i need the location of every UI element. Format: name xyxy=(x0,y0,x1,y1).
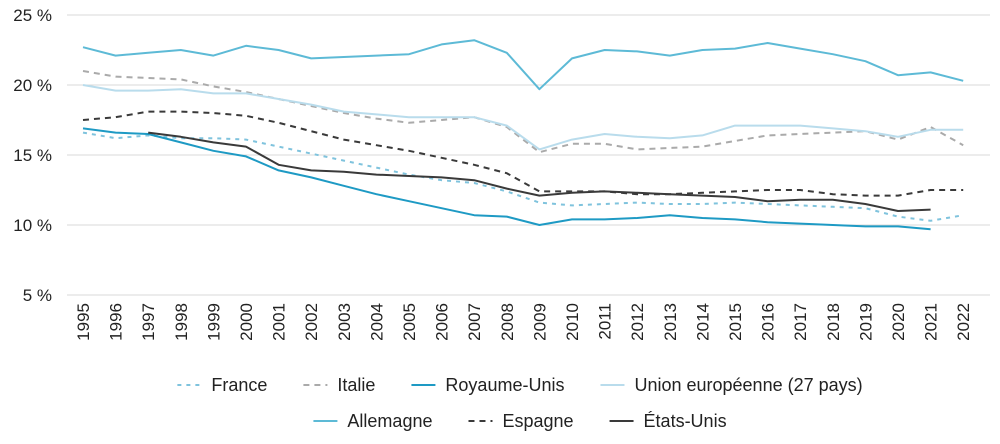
x-tick-label: 2001 xyxy=(270,303,289,341)
y-tick-label: 15 % xyxy=(13,146,52,165)
legend-label-espagne: Espagne xyxy=(502,411,573,431)
x-tick-label: 2002 xyxy=(302,303,321,341)
x-tick-label: 1998 xyxy=(172,303,191,341)
x-tick-label: 2009 xyxy=(530,303,549,341)
series-line-union-europeenne-27-pays xyxy=(82,84,964,151)
x-tick-label: 2000 xyxy=(237,303,256,341)
legend-label-royaume-unis: Royaume-Unis xyxy=(445,375,564,395)
x-tick-label: 2010 xyxy=(563,303,582,341)
x-tick-label: 2020 xyxy=(889,303,908,341)
x-tick-label: 2015 xyxy=(726,303,745,341)
x-tick-label: 2022 xyxy=(954,303,973,341)
x-tick-label: 2016 xyxy=(759,303,778,341)
legend-label-france: France xyxy=(211,375,267,395)
y-tick-label: 5 % xyxy=(23,286,52,305)
x-tick-label: 2018 xyxy=(824,303,843,341)
x-tick-label: 2012 xyxy=(628,303,647,341)
legend-label-allemagne: Allemagne xyxy=(347,411,432,431)
series-line-royaume-unis xyxy=(82,127,931,231)
x-tick-label: 1999 xyxy=(204,303,223,341)
legend-label-italie: Italie xyxy=(337,375,375,395)
x-tick-label: 2011 xyxy=(596,303,615,340)
x-tick-label: 2013 xyxy=(661,303,680,341)
series-line-espagne xyxy=(82,110,964,197)
y-tick-label: 20 % xyxy=(13,76,52,95)
x-tick-label: 2008 xyxy=(498,303,517,341)
x-tick-label: 2006 xyxy=(433,303,452,341)
series-line-france xyxy=(82,131,964,222)
y-tick-label: 10 % xyxy=(13,216,52,235)
x-tick-label: 2003 xyxy=(335,303,354,341)
series-line-italie xyxy=(82,70,964,154)
legend-label-union-europeenne-27-pays: Union européenne (27 pays) xyxy=(634,375,862,395)
legend-label-etats-unis: États-Unis xyxy=(644,411,727,431)
series-line-allemagne xyxy=(82,39,964,91)
y-tick-label: 25 % xyxy=(13,6,52,25)
x-tick-label: 2005 xyxy=(400,303,419,341)
x-tick-label: 2017 xyxy=(791,303,810,341)
x-tick-label: 2007 xyxy=(465,303,484,341)
x-tick-label: 1996 xyxy=(107,303,126,341)
x-tick-label: 2021 xyxy=(922,303,941,341)
x-tick-label: 1995 xyxy=(74,303,93,341)
series-line-etats-unis xyxy=(148,131,931,212)
x-tick-label: 2014 xyxy=(693,303,712,341)
x-tick-label: 1997 xyxy=(139,303,158,341)
x-tick-label: 2019 xyxy=(856,303,875,341)
x-tick-label: 2004 xyxy=(367,303,386,341)
